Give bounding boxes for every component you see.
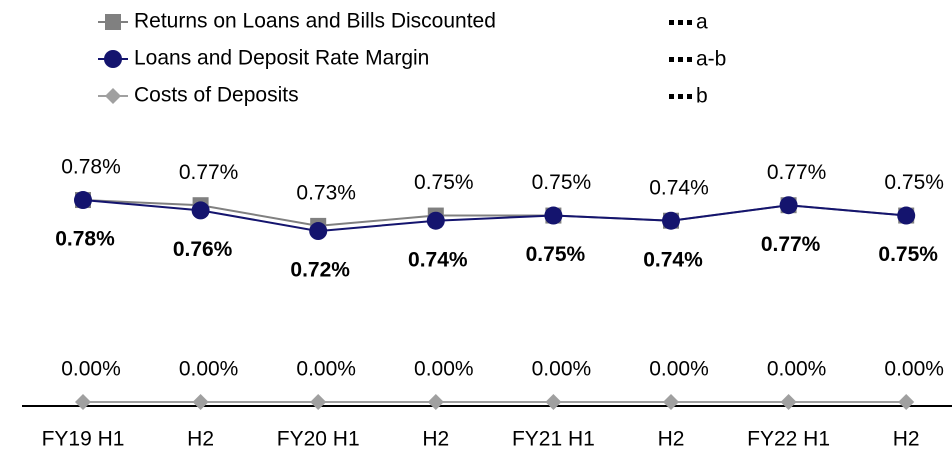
data-label: 0.72% — [290, 259, 350, 282]
data-label: 0.00% — [532, 358, 592, 381]
data-point — [426, 211, 445, 230]
data-label: 0.00% — [767, 358, 827, 381]
x-tick-label: H2 — [187, 428, 214, 450]
data-point — [191, 201, 210, 220]
data-point — [74, 191, 92, 210]
data-point — [545, 394, 562, 410]
data-label: 0.74% — [408, 248, 468, 271]
data-label: 0.00% — [61, 358, 121, 381]
data-point — [779, 196, 798, 215]
legend-dot — [687, 57, 692, 62]
data-label: 0.75% — [878, 243, 938, 266]
data-point — [544, 206, 563, 225]
x-tick-label: H2 — [893, 428, 920, 450]
data-label: 0.78% — [61, 156, 121, 179]
legend-marker — [105, 88, 121, 104]
x-tick-label: FY21 H1 — [512, 428, 595, 450]
data-label: 0.75% — [884, 171, 944, 194]
data-label: 0.74% — [649, 176, 709, 199]
series-line — [82, 199, 907, 233]
data-point — [663, 394, 679, 410]
data-point — [897, 206, 916, 225]
x-tick-label: FY19 H1 — [42, 428, 125, 450]
legend-dot — [678, 57, 683, 62]
data-label: 0.77% — [179, 161, 239, 184]
data-label: 0.77% — [767, 161, 827, 184]
data-label: 0.00% — [296, 358, 356, 381]
legend-tag: b — [696, 85, 708, 108]
legend-dot — [687, 20, 692, 25]
legend-marker — [105, 14, 121, 30]
legend-tag: a — [696, 11, 708, 34]
data-point — [309, 222, 328, 241]
legend-dot — [669, 94, 674, 99]
legend-label: Loans and Deposit Rate Margin — [134, 47, 429, 70]
legend-label: Returns on Loans and Bills Discounted — [134, 10, 496, 33]
legend-label: Costs of Deposits — [134, 84, 299, 107]
data-point — [192, 394, 209, 410]
data-point — [898, 394, 915, 410]
data-point — [427, 394, 444, 410]
data-point — [662, 211, 680, 230]
data-point — [75, 394, 91, 410]
data-label: 0.75% — [526, 243, 586, 266]
legend-dot — [669, 57, 674, 62]
data-label: 0.78% — [55, 228, 115, 251]
data-label: 0.00% — [414, 358, 474, 381]
x-tick-label: H2 — [422, 428, 449, 450]
data-label: 0.74% — [643, 248, 703, 271]
legend-tag: a-b — [696, 48, 726, 71]
data-label: 0.75% — [532, 171, 592, 194]
data-label: 0.00% — [649, 358, 709, 381]
legend-dot — [669, 20, 674, 25]
data-point — [780, 394, 797, 410]
legend-dot — [678, 94, 683, 99]
x-tick-label: FY20 H1 — [277, 428, 360, 450]
data-label: 0.77% — [761, 233, 821, 256]
legend-dot — [678, 20, 683, 25]
legend-dot — [687, 94, 692, 99]
x-tick-label: H2 — [658, 428, 685, 450]
legend-marker — [104, 50, 122, 68]
data-label: 0.73% — [296, 181, 356, 204]
x-tick-label: FY22 H1 — [747, 428, 830, 450]
data-label: 0.00% — [179, 358, 239, 381]
data-label: 0.75% — [414, 171, 474, 194]
data-point — [310, 394, 327, 410]
data-label: 0.00% — [884, 358, 944, 381]
data-label: 0.76% — [173, 238, 233, 261]
